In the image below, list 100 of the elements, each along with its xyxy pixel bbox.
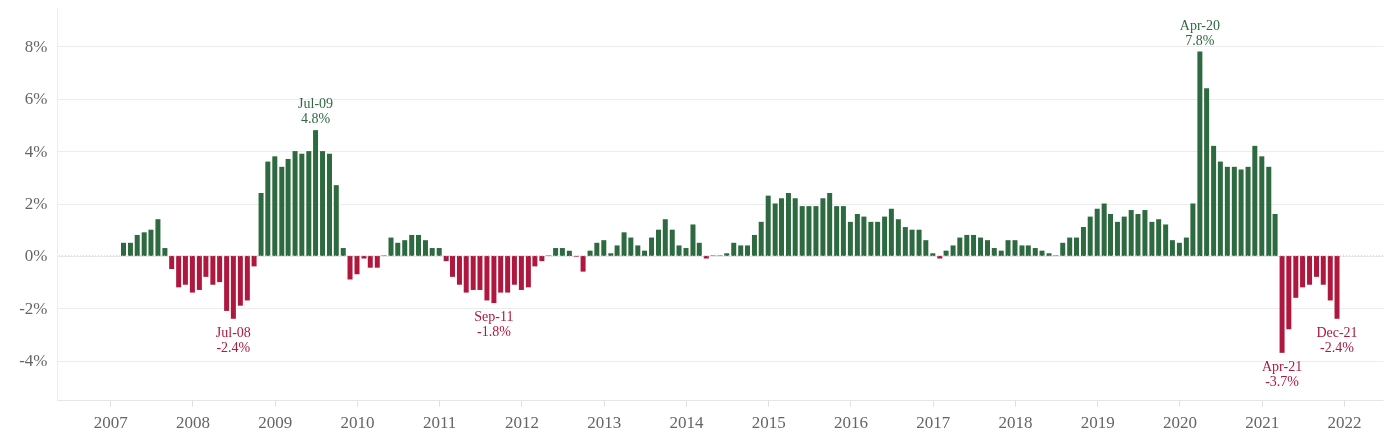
x-tick-label: 2021 (1245, 412, 1280, 432)
bar (991, 248, 997, 256)
bar (1073, 237, 1079, 256)
bar (813, 206, 819, 256)
x-tick-label: 2010 (340, 412, 375, 432)
annotation: Apr-21 -3.7% (1261, 358, 1303, 389)
bar (367, 255, 373, 268)
bar (429, 248, 435, 256)
bar (744, 245, 750, 256)
bar (998, 250, 1004, 256)
bar (402, 240, 408, 256)
bar (518, 255, 524, 290)
bar (498, 255, 504, 293)
bar (1238, 169, 1244, 256)
bar (1224, 166, 1230, 256)
bar (169, 255, 175, 269)
x-tick-label: 2013 (587, 412, 622, 432)
bar (422, 240, 428, 256)
bar (875, 221, 881, 256)
bar (313, 130, 319, 256)
bar (1293, 255, 1299, 298)
bar (656, 229, 662, 256)
x-tick-label: 2014 (669, 412, 704, 432)
bar (580, 255, 586, 272)
bar (409, 234, 415, 256)
bar (1169, 240, 1175, 256)
bar (511, 255, 517, 285)
y-tick-label: -2% (19, 298, 48, 318)
bar (333, 185, 339, 256)
bar (1307, 255, 1313, 285)
bar (1176, 242, 1182, 256)
bar (1231, 166, 1237, 256)
bar (1163, 224, 1169, 256)
bar (785, 193, 791, 256)
bar (1114, 221, 1120, 256)
bar (978, 237, 984, 256)
bar (155, 219, 161, 256)
bar (251, 255, 257, 267)
annotation: Jul-09 4.8% (298, 96, 334, 127)
bar (566, 250, 572, 256)
bar (285, 158, 291, 256)
bar (320, 151, 326, 256)
x-tick-label: 2015 (751, 412, 786, 432)
bar (1259, 156, 1265, 256)
bar (162, 248, 168, 256)
bar (217, 255, 223, 283)
bar (827, 193, 833, 256)
bar (649, 237, 655, 256)
bar (1217, 161, 1223, 256)
bar (1156, 219, 1162, 256)
y-tick-label: 8% (24, 36, 48, 56)
annotation: Apr-20 7.8% (1179, 17, 1220, 48)
bar (895, 219, 901, 256)
bar (505, 255, 511, 293)
bar (642, 250, 648, 256)
x-tick-label: 2012 (504, 412, 539, 432)
bar (888, 208, 894, 256)
bar (902, 227, 908, 256)
x-tick-label: 2020 (1162, 412, 1197, 432)
annotation: Dec-21 -2.4% (1316, 324, 1358, 355)
bar (272, 156, 278, 256)
bar (868, 221, 874, 256)
bar (559, 248, 565, 256)
bar (189, 255, 195, 293)
bar (1327, 255, 1333, 301)
x-tick-label: 2008 (175, 412, 210, 432)
bar (765, 195, 771, 256)
bar (1197, 51, 1203, 256)
x-tick-label: 2016 (833, 412, 868, 432)
bar (840, 206, 846, 256)
y-tick-label: 4% (24, 141, 48, 161)
bar (1204, 88, 1210, 256)
bar (244, 255, 250, 301)
bar (690, 224, 696, 256)
bar (1211, 145, 1217, 256)
annotation: Jul-08 -2.4% (215, 324, 251, 355)
bar (1087, 216, 1093, 256)
bar (456, 255, 462, 285)
bar (1142, 210, 1148, 256)
bar (758, 221, 764, 256)
bar (1314, 255, 1320, 277)
bar (210, 255, 216, 285)
annotation: Sep-11 -1.8% (474, 309, 514, 340)
x-tick-label: 2009 (258, 412, 293, 432)
bar (436, 248, 442, 256)
bar (1266, 166, 1272, 256)
bar (340, 248, 346, 256)
bar (909, 229, 915, 256)
bar (847, 221, 853, 256)
bar (731, 242, 737, 256)
bar (1060, 242, 1066, 256)
bar (484, 255, 490, 301)
bar (374, 255, 380, 268)
x-tick-label: 2019 (1080, 412, 1115, 432)
bar (237, 255, 243, 306)
bar (1019, 245, 1025, 256)
x-tick-label: 2017 (916, 412, 951, 432)
y-tick-label: -4% (19, 351, 48, 371)
bar (696, 242, 702, 256)
bar (553, 248, 559, 256)
